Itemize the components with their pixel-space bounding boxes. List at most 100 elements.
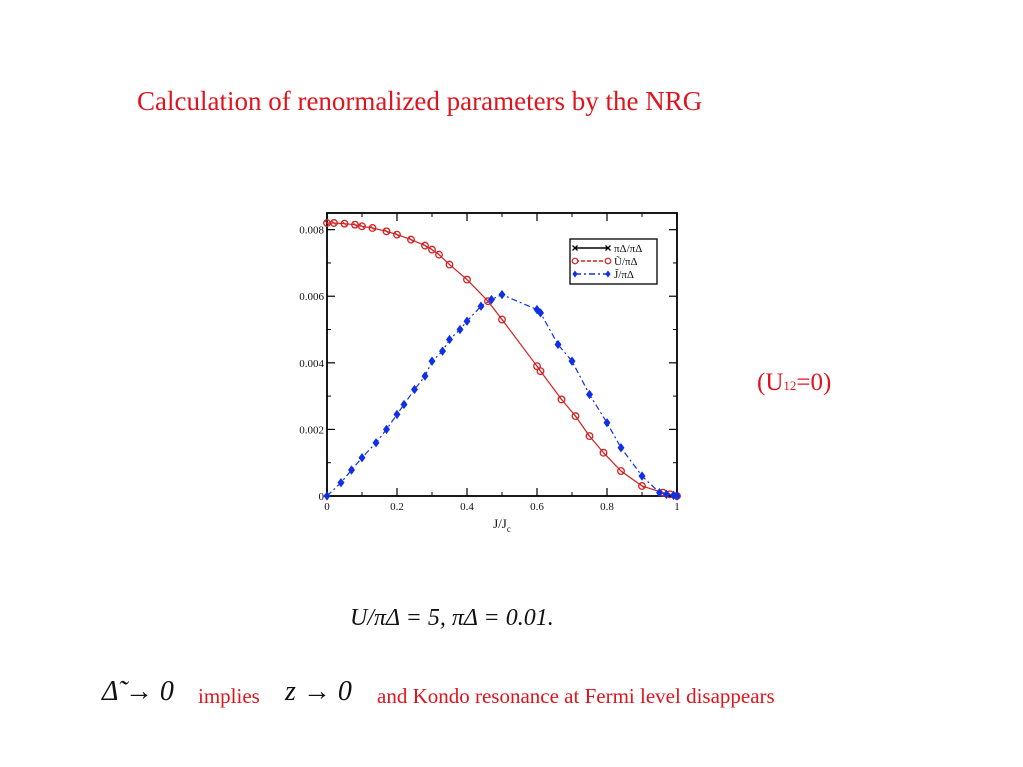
data-point-diamond bbox=[446, 334, 453, 345]
data-point-diamond bbox=[337, 478, 345, 488]
data-point-circle bbox=[421, 241, 429, 250]
y-tick-labels: 0 0.002 0.004 0.006 0.008 bbox=[299, 225, 324, 503]
x-tick-label: 0.8 bbox=[600, 501, 614, 513]
data-point-circle-cross bbox=[572, 413, 579, 419]
legend-marker-circle bbox=[604, 257, 612, 265]
data-point-circle-cross bbox=[408, 237, 414, 243]
x-tick-label: 1 bbox=[674, 501, 680, 513]
data-point-circle-cross bbox=[324, 220, 330, 226]
implies-text: implies bbox=[198, 684, 260, 708]
data-point-circle-cross bbox=[422, 243, 428, 249]
data-point-circle-cross bbox=[331, 220, 337, 226]
data-point-circle-cross bbox=[464, 276, 470, 283]
x-tick-label: 0.4 bbox=[460, 501, 474, 513]
data-point-circle-cross bbox=[436, 251, 442, 258]
data-point-circle bbox=[498, 315, 506, 324]
slide-title: Calculation of renormalized parameters b… bbox=[137, 86, 703, 116]
data-point-circle-cross bbox=[639, 483, 645, 489]
data-point-diamond bbox=[439, 346, 446, 356]
data-point-diamond bbox=[477, 301, 485, 311]
data-point-diamond bbox=[656, 488, 663, 498]
data-point-circle bbox=[407, 235, 415, 244]
data-point-circle-cross bbox=[383, 228, 390, 234]
series-markers bbox=[323, 219, 681, 501]
z-to-zero-math: z → 0 bbox=[285, 676, 352, 707]
data-point-circle bbox=[557, 395, 566, 404]
data-point-circle bbox=[617, 467, 625, 475]
chart-axes bbox=[326, 212, 678, 497]
legend-label: Ũ/πΔ bbox=[614, 256, 638, 268]
data-point-diamond bbox=[498, 289, 506, 300]
legend-marker-diamond bbox=[572, 270, 578, 278]
data-point-circle bbox=[585, 432, 594, 441]
y-tick-label: 0.008 bbox=[299, 225, 324, 237]
data-point-diamond bbox=[411, 384, 418, 395]
data-point-circle-cross bbox=[429, 247, 435, 253]
data-point-circle-cross bbox=[586, 433, 593, 439]
data-point-circle-cross bbox=[534, 363, 540, 369]
data-point-diamond bbox=[348, 465, 355, 475]
data-point-diamond bbox=[663, 489, 670, 500]
data-point-diamond bbox=[617, 443, 625, 453]
legend-label: πΔ/πΔ bbox=[614, 243, 642, 255]
data-point-circle-cross bbox=[558, 396, 565, 403]
y-tick-label: 0.002 bbox=[299, 424, 324, 436]
data-point-circle-cross bbox=[341, 221, 348, 227]
legend-label: J̃/πΔ bbox=[614, 268, 634, 281]
data-point-circle-cross bbox=[499, 316, 505, 323]
data-point-diamond bbox=[533, 304, 541, 315]
delta-to-zero-math: Δ̃ → 0 bbox=[102, 676, 174, 707]
data-point-circle-cross bbox=[485, 298, 491, 304]
data-point-diamond bbox=[323, 491, 331, 501]
legend-marker-cross bbox=[572, 245, 578, 251]
data-point-diamond bbox=[463, 316, 471, 326]
x-tick-label: 0.2 bbox=[390, 501, 404, 513]
x-tick-label: 0.6 bbox=[530, 501, 544, 513]
data-point-circle bbox=[638, 482, 646, 490]
data-point-diamond bbox=[638, 471, 646, 481]
data-point-diamond bbox=[586, 389, 593, 400]
parameter-equation: U/πΔ = 5, πΔ = 0.01. bbox=[350, 605, 554, 631]
data-point-diamond bbox=[400, 399, 408, 410]
data-point-circle bbox=[435, 250, 443, 259]
series-line-2 bbox=[326, 293, 678, 497]
data-point-diamond bbox=[456, 324, 464, 335]
renormalized-parameters-chart: 0 0.2 0.4 0.6 0.8 1 0 0.002 0.004 0.006 0.008 πΔ/… bbox=[299, 212, 681, 534]
data-point-circle-cross bbox=[600, 450, 607, 456]
y-tick-label: 0.004 bbox=[299, 358, 324, 370]
data-point-circle-cross bbox=[369, 225, 376, 231]
data-point-circle bbox=[571, 412, 580, 421]
x-tick-label: 0 bbox=[324, 501, 330, 513]
data-point-diamond bbox=[568, 356, 576, 366]
data-point-circle bbox=[428, 245, 436, 254]
data-point-diamond bbox=[372, 438, 380, 448]
data-point-circle bbox=[340, 219, 349, 228]
data-point-circle bbox=[368, 224, 377, 232]
data-point-circle-cross bbox=[537, 368, 544, 374]
y-tick-label: 0.006 bbox=[299, 291, 324, 303]
data-point-diamond bbox=[673, 491, 681, 501]
data-point-circle bbox=[382, 227, 391, 236]
y-tick-label: 0 bbox=[319, 491, 325, 503]
data-point-circle bbox=[358, 222, 366, 231]
data-point-circle-cross bbox=[359, 223, 365, 229]
data-point-diamond bbox=[358, 453, 366, 463]
data-point-circle bbox=[463, 275, 471, 284]
data-point-circle bbox=[536, 367, 545, 376]
u12-label: (U12=0) bbox=[757, 369, 832, 396]
data-point-diamond bbox=[421, 371, 429, 381]
data-point-circle-cross bbox=[618, 468, 624, 474]
data-point-diamond bbox=[537, 308, 544, 318]
data-point-circle bbox=[393, 230, 401, 239]
data-point-circle-cross bbox=[394, 232, 400, 238]
chart-legend: πΔ/πΔŨ/πΔJ̃/πΔ bbox=[569, 238, 658, 285]
data-point-diamond bbox=[428, 356, 436, 366]
legend-marker-cross bbox=[605, 245, 611, 251]
data-point-diamond bbox=[488, 294, 495, 305]
data-point-diamond bbox=[603, 418, 611, 428]
kondo-resonance-text: and Kondo resonance at Fermi level disap… bbox=[377, 684, 775, 708]
data-point-circle bbox=[351, 220, 359, 229]
data-point-diamond bbox=[393, 409, 401, 420]
x-tick-labels: 0 0.2 0.4 0.6 0.8 1 bbox=[324, 501, 680, 513]
data-point-circle bbox=[445, 260, 454, 269]
